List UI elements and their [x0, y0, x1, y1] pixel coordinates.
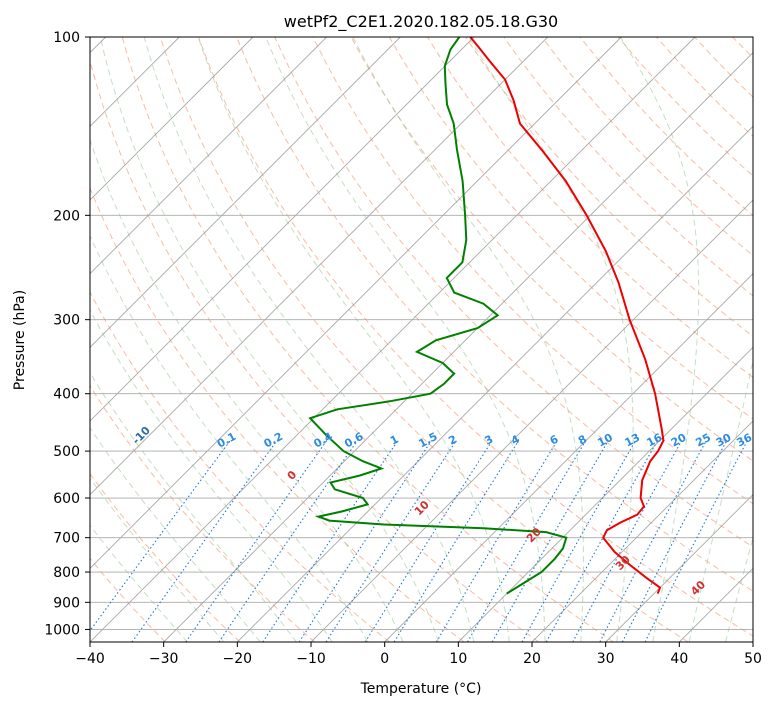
moist-adiabat-line [688, 358, 753, 642]
dry-adiabat-line [121, 37, 614, 642]
dry-adiabat-line [274, 37, 753, 548]
dry-adiabat-line [159, 37, 689, 642]
y-tick-label: 800 [53, 565, 80, 581]
dry-adiabat-line [312, 37, 753, 505]
isotherm-line [90, 37, 327, 275]
x-tick-label: −10 [296, 651, 326, 667]
moist-adiabat-line [352, 37, 584, 642]
y-tick-label: 700 [53, 531, 80, 547]
isotherm-line [458, 346, 753, 642]
moist-adiabat-line [90, 426, 261, 642]
mixing-ratio-label: 20 [669, 431, 689, 450]
chart-title: wetPf2_C2E1.2020.182.05.18.G30 [284, 12, 558, 32]
y-tick-label: 500 [53, 444, 80, 460]
moist-adiabat-line [725, 536, 753, 642]
moist-adiabat-line [265, 37, 546, 642]
mixing-ratio-label: 30 [714, 431, 734, 450]
moist-adiabat-line [90, 309, 333, 642]
moist-adiabat-line [99, 37, 439, 642]
dry-adiabat-line [90, 472, 241, 642]
isotherm-line [90, 37, 254, 201]
dry-adiabat-line [90, 59, 540, 642]
isotherm-line [90, 37, 548, 496]
mixing-ratio-line [131, 440, 278, 642]
mixing-ratio-line [545, 440, 659, 642]
dry-adiabat-line [503, 37, 753, 297]
y-tick-label: 600 [53, 491, 80, 507]
mixing-ratio-label: 13 [623, 431, 643, 450]
mixing-ratio-label: 16 [645, 431, 665, 450]
x-tick-label: 20 [523, 651, 541, 667]
plot-frame [89, 36, 754, 643]
x-tick-label: 50 [744, 651, 762, 667]
x-tick-label: 10 [449, 651, 467, 667]
x-tick-label: −30 [149, 651, 179, 667]
mixing-ratio-line [393, 440, 520, 642]
isotherm-line [310, 199, 753, 642]
dry-adiabat-line [465, 37, 753, 338]
isotherm-line [90, 37, 696, 642]
mixing-ratio-line [491, 440, 609, 642]
isotherm-line [605, 494, 753, 642]
temperature-line [469, 37, 665, 594]
mixing-ratio-line [435, 440, 558, 642]
mixing-ratio-line [90, 440, 231, 632]
mixing-ratio-line [298, 440, 432, 642]
mixing-ratio-line [572, 440, 683, 642]
dry-adiabat-line [426, 37, 753, 378]
y-tick-label: 100 [53, 30, 80, 46]
x-tick-label: 0 [380, 651, 389, 667]
moist-adiabat-line [90, 138, 404, 642]
dry-adiabat-line [90, 384, 316, 642]
isotherm-line [163, 52, 753, 642]
x-axis-title: Temperature (°C) [360, 681, 482, 697]
isotherm-line [531, 420, 753, 642]
mixing-ratio-line [185, 440, 328, 642]
isotherm-line [90, 37, 475, 422]
dewpoint-line [308, 37, 568, 595]
mixing-ratio-line [467, 440, 587, 642]
dry-adiabat-line [388, 37, 753, 420]
mixing-ratio-label: 10 [595, 431, 615, 450]
mixing-ratio-line [325, 440, 457, 642]
y-tick-label: 900 [53, 595, 80, 611]
moist-adiabat-line [90, 234, 369, 642]
mixing-ratio-line [364, 440, 493, 642]
isotherm-line [384, 273, 753, 642]
y-axis-title: Pressure (hPa) [12, 290, 28, 390]
mixing-ratio-label: 36 [734, 431, 754, 450]
isotherm-line [237, 125, 753, 642]
moist-adiabat-line [197, 37, 510, 642]
isotherm-line [90, 37, 401, 348]
moist-adiabat-line [90, 371, 297, 642]
x-tick-label: −20 [223, 651, 253, 667]
dry-adiabat-line [350, 37, 753, 462]
moist-adiabat-line [143, 37, 475, 642]
moist-adiabat-line [619, 37, 700, 642]
moist-adiabat-line [90, 477, 225, 642]
y-tick-label: 300 [53, 313, 80, 329]
x-tick-label: 40 [670, 651, 688, 667]
dry-adiabat-line [90, 291, 390, 642]
mixing-ratio-line [262, 440, 399, 642]
mixing-ratio-label: 25 [693, 431, 713, 450]
dry-adiabat-line [90, 186, 465, 642]
isotherm-line [90, 37, 622, 569]
dry-adiabat-line [236, 37, 753, 592]
x-tick-label: 30 [597, 651, 615, 667]
mixing-ratio-line [644, 440, 748, 642]
mixing-ratio-line [521, 440, 637, 642]
y-tick-label: 400 [53, 387, 80, 403]
x-tick-label: −40 [75, 651, 105, 667]
moist-adiabat-line [90, 524, 188, 642]
y-tick-label: 200 [53, 208, 80, 224]
y-tick-label: 1000 [44, 622, 80, 638]
